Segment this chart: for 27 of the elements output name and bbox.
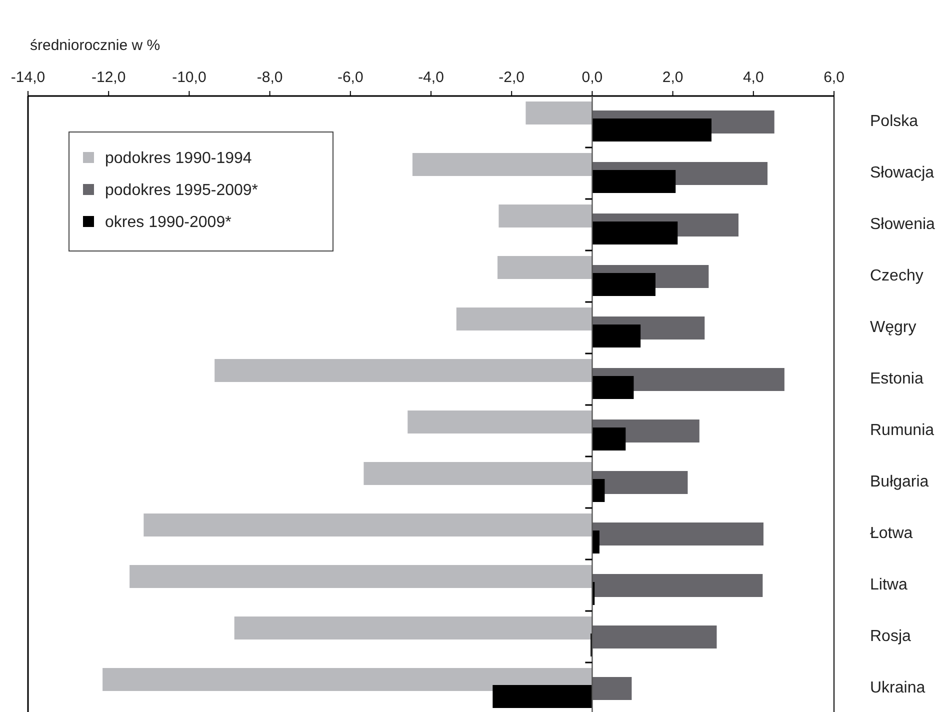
x-tick-label: 4,0 [742, 69, 764, 86]
x-tick-label: 0,0 [582, 69, 603, 86]
y-tick-label: Ukraina [870, 680, 926, 696]
x-tick-label: -14,0 [10, 69, 46, 86]
y-tick-label: Estonia [870, 370, 924, 388]
y-tick-label: Węgry [870, 319, 916, 336]
x-tick-label: -8,0 [256, 69, 283, 86]
y-tick-label: Łotwa [870, 525, 913, 542]
x-axis-title: średniorocznie w % [30, 37, 160, 54]
legend-label: podokres 1990-1994 [105, 150, 252, 167]
x-tick-label: -2,0 [498, 69, 525, 86]
x-tick-label: -6,0 [337, 69, 364, 86]
x-tick-label: 6,0 [824, 69, 844, 86]
y-tick-label: Polska [870, 113, 918, 130]
y-tick-label: Słowenia [870, 216, 936, 233]
y-tick-label: Rosja [870, 628, 912, 645]
legend-label: okres 1990-2009* [105, 214, 232, 231]
x-tick-label: -10,0 [172, 69, 206, 86]
y-tick-label: Bułgaria [870, 474, 929, 490]
legend-label: podokres 1995-2009* [105, 182, 258, 199]
y-tick-label: Rumunia [870, 422, 934, 439]
y-tick-label: Słowacja [870, 164, 934, 182]
x-tick-label: -12,0 [92, 69, 126, 86]
x-tick-label: 2,0 [662, 69, 684, 86]
x-tick-label: -4,0 [418, 69, 444, 86]
y-tick-label: Litwa [870, 576, 908, 594]
y-tick-label: Czechy [870, 268, 924, 284]
